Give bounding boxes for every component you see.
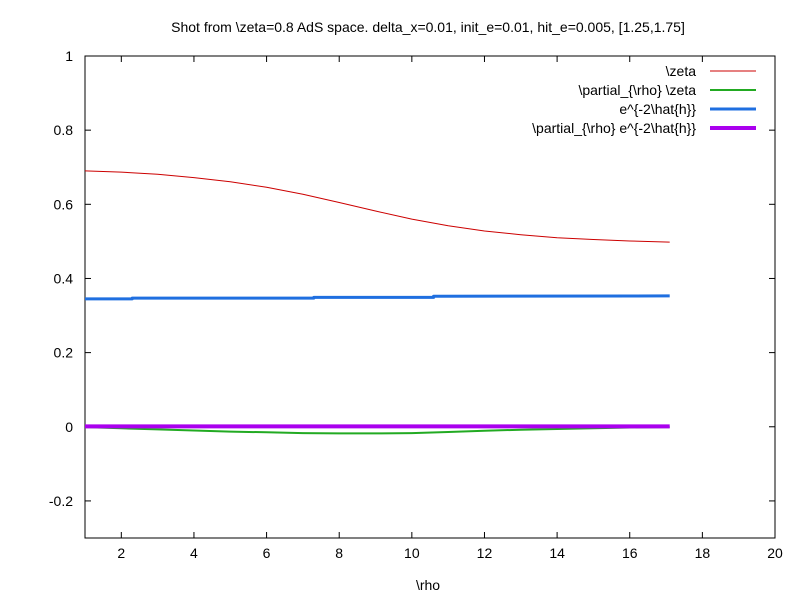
- series-line-3: [85, 294, 670, 301]
- legend-label: e^{-2\hat{h}}: [619, 101, 696, 117]
- y-tick-label: 0.8: [54, 122, 74, 138]
- chart-title: Shot from \zeta=0.8 AdS space. delta_x=0…: [171, 19, 685, 35]
- x-tick-label: 6: [263, 545, 271, 561]
- x-tick-label: 14: [549, 545, 565, 561]
- axis-ticks: 2 4 6 8 10 12 14 16 18 20 -0.2 0 0.2 0.4 0.6 0.8 1: [49, 48, 783, 561]
- y-tick-label: 0.2: [54, 345, 74, 361]
- series-lines: [84, 170, 670, 435]
- y-tick-label: 1: [65, 48, 73, 64]
- x-tick-label: 4: [190, 545, 198, 561]
- y-tick-label: 0.6: [54, 196, 74, 212]
- legend-label: \zeta: [666, 63, 697, 79]
- series-line-1: [84, 170, 670, 243]
- plot-frame: [84, 55, 776, 539]
- x-tick-label: 16: [622, 545, 638, 561]
- legend-label: \partial_{\rho} \zeta: [578, 82, 696, 98]
- x-tick-label: 10: [404, 545, 420, 561]
- series-line-2: [84, 426, 670, 435]
- legend: \zeta \partial_{\rho} \zeta e^{-2\hat{h}} \…: [532, 63, 756, 136]
- x-tick-label: 2: [117, 545, 125, 561]
- y-tick-label: 0.4: [54, 270, 74, 286]
- y-tick-label: -0.2: [49, 493, 73, 509]
- x-tick-label: 20: [767, 545, 783, 561]
- x-tick-label: 12: [477, 545, 493, 561]
- legend-label: \partial_{\rho} e^{-2\hat{h}}: [532, 120, 696, 136]
- x-tick-label: 18: [695, 545, 711, 561]
- y-tick-label: 0: [65, 419, 73, 435]
- x-tick-label: 8: [335, 545, 343, 561]
- x-axis-label: \rho: [416, 577, 440, 593]
